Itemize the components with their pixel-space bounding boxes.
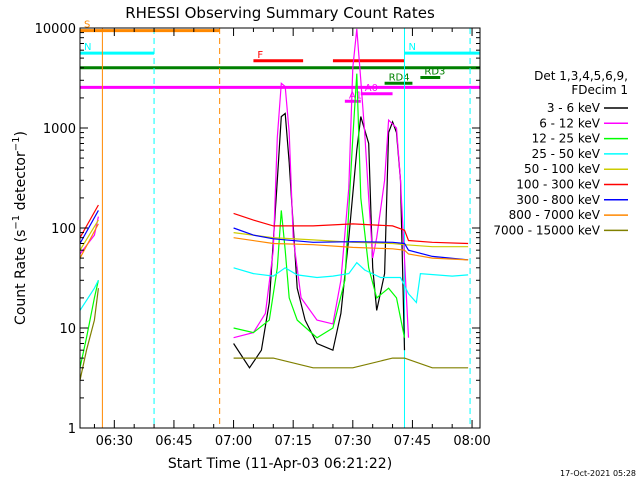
series-line bbox=[233, 212, 469, 245]
y-tick-label: 10 bbox=[59, 322, 76, 337]
series-line bbox=[233, 357, 469, 369]
footer-timestamp: 17-Oct-2021 05:28 bbox=[560, 469, 636, 478]
chart-title: RHESSI Observing Summary Count Rates bbox=[125, 4, 435, 22]
legend-header-line-2: FDecim 1 bbox=[571, 83, 628, 97]
flag-label: N bbox=[84, 42, 91, 53]
series-lines bbox=[79, 28, 469, 381]
x-tick-label: 08:00 bbox=[453, 434, 490, 449]
series-line bbox=[233, 112, 406, 369]
legend-label: 300 - 800 keV bbox=[516, 193, 600, 207]
x-tick-label: 07:45 bbox=[394, 434, 431, 449]
series-line bbox=[233, 237, 469, 261]
legend-header-line-1: Det 1,3,4,5,6,9, bbox=[534, 69, 628, 83]
series-line bbox=[233, 232, 469, 248]
series-line bbox=[233, 261, 469, 304]
legend-label: 25 - 50 keV bbox=[532, 147, 601, 161]
x-axis-ticks: 06:30 06:45 07:00 07:15 07:30 07:45 08:00 bbox=[93, 28, 491, 449]
y-axis-ticks: 1 10 100 1000 10000 bbox=[35, 22, 480, 437]
x-tick-label: 07:30 bbox=[334, 434, 371, 449]
x-tick-label: 06:30 bbox=[96, 434, 133, 449]
x-axis-label: Start Time (11-Apr-03 06:21:22) bbox=[168, 456, 392, 472]
series-line bbox=[233, 73, 406, 339]
legend-label: 100 - 300 keV bbox=[516, 178, 600, 192]
flag-label: RD3 bbox=[424, 66, 445, 77]
y-axis-label: Count Rate (s−1 detector−1) bbox=[11, 131, 29, 325]
x-tick-label: 06:45 bbox=[155, 434, 192, 449]
y-tick-label: 10000 bbox=[35, 22, 76, 37]
flag-label: A0 bbox=[365, 83, 378, 94]
legend-label: 7000 - 15000 keV bbox=[493, 223, 600, 237]
series-line bbox=[79, 219, 99, 251]
legend-label: 12 - 25 keV bbox=[532, 132, 601, 146]
series-line bbox=[233, 227, 469, 261]
y-tick-label: 1000 bbox=[43, 122, 76, 137]
legend-label: 800 - 7000 keV bbox=[509, 208, 601, 222]
legend-label: 6 - 12 keV bbox=[539, 116, 601, 130]
y-tick-label: 1 bbox=[68, 422, 76, 437]
legend-label: 3 - 6 keV bbox=[547, 101, 601, 115]
series-line bbox=[79, 280, 99, 311]
flag-label: F bbox=[257, 50, 263, 61]
legend-label: 50 - 100 keV bbox=[524, 162, 601, 176]
flag-label: S bbox=[84, 20, 90, 31]
series-line bbox=[79, 288, 99, 381]
flag-label: N bbox=[408, 42, 415, 53]
x-tick-label: 07:00 bbox=[215, 434, 252, 449]
flag-label: RD4 bbox=[389, 72, 410, 83]
series-line bbox=[79, 223, 99, 259]
series-line bbox=[79, 280, 99, 368]
x-tick-label: 07:15 bbox=[274, 434, 311, 449]
series-line bbox=[233, 28, 410, 339]
y-tick-label: 100 bbox=[51, 222, 76, 237]
